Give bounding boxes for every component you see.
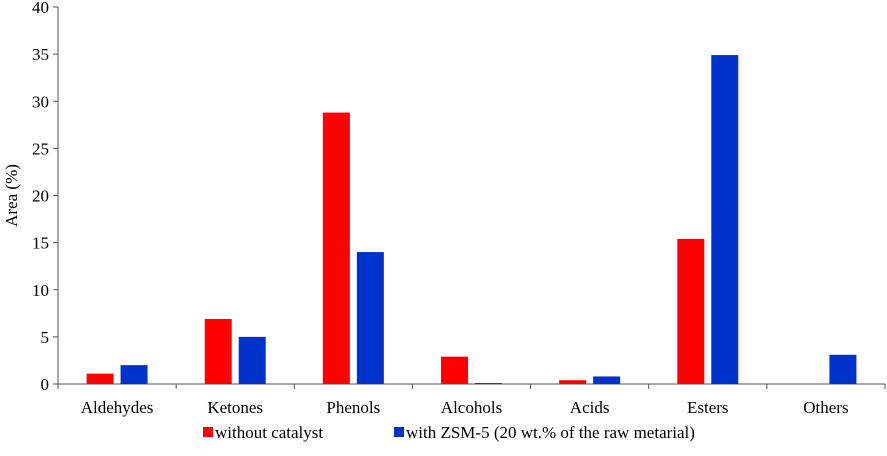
x-category-label: Acids [570, 398, 610, 417]
legend-swatch [203, 427, 213, 437]
y-tick-label: 0 [41, 375, 50, 394]
legend: without catalyst with ZSM-5 (20 wt.% of t… [203, 423, 695, 442]
y-tick-label: 40 [32, 0, 49, 17]
y-axis-title: Area (%) [2, 164, 21, 227]
legend-swatch [394, 427, 404, 437]
y-ticks: 0 5 10 15 20 25 30 35 40 [32, 0, 58, 394]
y-axis: 0 5 10 15 20 25 30 35 40 [32, 0, 59, 394]
bar-with-zsm5 [593, 376, 621, 384]
bar-with-zsm5 [238, 336, 266, 384]
x-category-label: Alcohols [441, 398, 502, 417]
bar-with-zsm5 [475, 383, 502, 384]
y-tick-label: 10 [32, 281, 49, 300]
bar-with-zsm5 [711, 55, 739, 384]
bar-with-zsm5 [356, 252, 384, 384]
x-category-label: Others [803, 398, 848, 417]
bar-without-catalyst [322, 112, 350, 384]
bar-without-catalyst [86, 373, 114, 384]
bar-without-catalyst [559, 380, 587, 384]
x-ticks: Aldehydes Ketones Phenols Alcohols Acids Este… [57, 384, 886, 417]
bar-with-zsm5 [120, 365, 148, 384]
bar-with-zsm5 [829, 354, 857, 384]
y-tick-label: 25 [32, 139, 49, 158]
bar-without-catalyst [441, 356, 468, 384]
y-tick-label: 35 [32, 45, 49, 64]
y-tick-label: 15 [32, 234, 49, 253]
bar-without-catalyst [677, 238, 705, 384]
y-tick-label: 5 [41, 328, 50, 347]
bar-without-catalyst [204, 318, 232, 384]
bars [86, 55, 857, 384]
x-category-label: Aldehydes [81, 398, 154, 417]
x-category-label: Ketones [207, 398, 263, 417]
legend-label: with ZSM-5 (20 wt.% of the raw metarial) [406, 423, 695, 442]
x-category-label: Esters [687, 398, 729, 417]
x-axis: Aldehydes Ketones Phenols Alcohols Acids Este… [57, 383, 886, 417]
y-tick-label: 20 [32, 187, 49, 206]
legend-label: without catalyst [215, 423, 323, 442]
y-tick-label: 30 [32, 92, 49, 111]
x-category-label: Phenols [326, 398, 380, 417]
